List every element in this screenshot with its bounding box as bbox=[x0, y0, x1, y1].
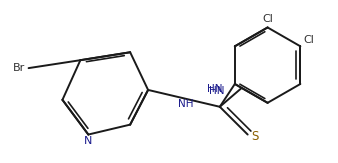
Text: Cl: Cl bbox=[262, 14, 273, 24]
Text: HN: HN bbox=[209, 86, 224, 96]
Text: S: S bbox=[252, 130, 259, 143]
Text: HN: HN bbox=[207, 84, 222, 94]
Text: N: N bbox=[84, 136, 93, 146]
Text: NH: NH bbox=[178, 99, 193, 109]
Text: Br: Br bbox=[13, 63, 25, 73]
Text: Cl: Cl bbox=[304, 35, 315, 45]
